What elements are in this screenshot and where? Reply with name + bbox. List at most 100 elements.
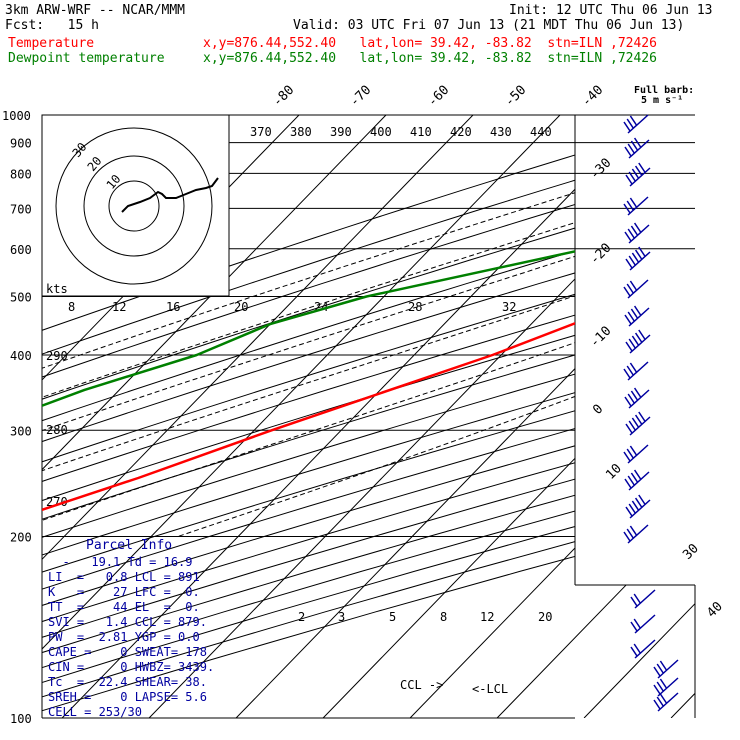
dry-adiabat [42, 115, 695, 718]
dewpoint-legend: Dewpoint temperature [8, 51, 165, 66]
wind-barb [653, 677, 679, 697]
dry-adiabat [42, 115, 695, 718]
pressure-label: 100 [10, 712, 32, 726]
isotherm-line [670, 115, 695, 718]
theta-label: 390 [330, 125, 352, 139]
wind-barb [625, 411, 651, 436]
wind-barb [624, 305, 650, 327]
mixing-ratio-label: 2 [298, 610, 305, 624]
isotherm-line [42, 115, 387, 718]
temperature-location: x,y=876.44,552.40 lat,lon= 39.42, -83.82… [203, 36, 657, 51]
wind-barbs [623, 114, 679, 712]
mixing-ratio-label: 8 [440, 610, 447, 624]
isotherm-label: -20 [587, 241, 614, 268]
dewpoint-profile [42, 127, 695, 718]
hodograph-trace [121, 177, 219, 213]
mixing-ratio-label: 12 [480, 610, 494, 624]
theta-label: 440 [530, 125, 552, 139]
hodo-unit-label: kts [46, 282, 68, 296]
mixing-ratio-line [647, 115, 695, 250]
pressure-label: 500 [10, 291, 32, 305]
isotherm-label: 30 [680, 541, 702, 563]
parcel-info-row: Tc = 22.4 SHEAR= 38. [48, 675, 207, 689]
isotherm-label: 0 [590, 402, 606, 418]
isotherm-line [409, 115, 695, 718]
mixing-ratio-line [691, 115, 695, 250]
init-time: Init: 12 UTC Thu 06 Jun 13 [509, 3, 713, 18]
wind-barb [625, 329, 651, 354]
mixing-ratio-label: 3 [338, 610, 345, 624]
theta-label: 400 [370, 125, 392, 139]
wind-barb [623, 361, 649, 381]
dry-adiabat [42, 115, 695, 718]
isotherm-label: -80 [270, 83, 297, 110]
barb-legend-line2: 5 m s⁻¹ [641, 95, 683, 106]
moist-adiabat [42, 115, 695, 537]
wind-barb [623, 444, 649, 464]
mixing-ratio-label: 28 [408, 300, 422, 314]
dry-adiabat [42, 115, 695, 718]
model-name: 3km ARW-WRF -- NCAR/MMM [5, 3, 186, 18]
parcel-info-row: CELL = 253/30 [48, 705, 142, 719]
dry-adiabat [42, 115, 695, 718]
theta-label: 410 [410, 125, 432, 139]
valid-time: Valid: 03 UTC Fri 07 Jun 13 (21 MDT Thu … [293, 18, 685, 33]
isotherm-label: 40 [704, 599, 726, 621]
isotherm-label: -30 [587, 156, 614, 183]
sounding-profiles [42, 127, 695, 718]
pressure-label: 200 [10, 530, 32, 544]
isotherm-line [583, 115, 695, 718]
parcel-info-row: SREH = 0 LAPSE= 5.6 [48, 690, 207, 704]
isotherm-line [235, 115, 695, 718]
theta-label: 370 [250, 125, 272, 139]
pressure-label: 900 [10, 137, 32, 151]
wind-barb [624, 387, 650, 409]
pressure-label: 800 [10, 167, 32, 181]
wind-barb [624, 222, 650, 244]
pressure-label: 700 [10, 202, 32, 216]
isotherm-label: -60 [425, 83, 452, 110]
parcel-info-row: TT = 44 EL = 0. [48, 600, 200, 614]
dry-adiabat [42, 115, 695, 718]
lcl-marker: <-LCL [472, 682, 508, 696]
wind-barb [625, 246, 651, 271]
theta-label: 430 [490, 125, 512, 139]
theta-label: 280 [46, 423, 68, 437]
forecast-hour: Fcst: 15 h [5, 18, 99, 33]
dry-adiabat [42, 115, 695, 718]
dewpoint-location: x,y=876.44,552.40 lat,lon= 39.42, -83.82… [203, 51, 657, 66]
wind-barb [624, 137, 650, 159]
parcel-info-row: LI = 0.8 LCL = 891 [48, 570, 200, 584]
moist-adiabat [177, 115, 695, 537]
pressure-label: 300 [10, 424, 32, 438]
wind-barb [623, 279, 649, 299]
isotherm-line [61, 115, 648, 718]
pressure-label: 600 [10, 243, 32, 257]
theta-label: 290 [46, 349, 68, 363]
wind-barb [623, 196, 649, 216]
parcel-info-row: - 19.1 Td = 16.9 [48, 555, 193, 569]
mixing-ratio-label: 20 [234, 300, 248, 314]
isotherm-label: 10 [603, 461, 625, 483]
barb-legend-line1: Full barb: [634, 85, 694, 96]
theta-label: 420 [450, 125, 472, 139]
isotherm-label: -70 [347, 83, 374, 110]
dry-adiabat [42, 115, 695, 718]
theta-label: 380 [290, 125, 312, 139]
mixing-ratio-label: 32 [502, 300, 516, 314]
isotherm-line [496, 115, 695, 718]
parcel-info-title: Parcel Info [86, 538, 173, 553]
parcel-info-row: CAPE = 0 SWEAT= 178 [48, 645, 207, 659]
dry-adiabat [42, 115, 695, 718]
parcel-info-panel: Parcel Info - 19.1 Td = 16.9 LI = 0.8 LCL… [48, 538, 238, 720]
mixing-ratio-label: 5 [389, 610, 396, 624]
mixing-ratio-label: 20 [538, 610, 552, 624]
mixing-ratio-label: 16 [166, 300, 180, 314]
isotherm-label: -10 [587, 324, 614, 351]
wind-barb [624, 469, 650, 491]
wind-barb [630, 589, 656, 609]
wind-barb [630, 639, 656, 659]
temperature-legend: Temperature [8, 36, 95, 51]
wind-barb [630, 614, 656, 634]
